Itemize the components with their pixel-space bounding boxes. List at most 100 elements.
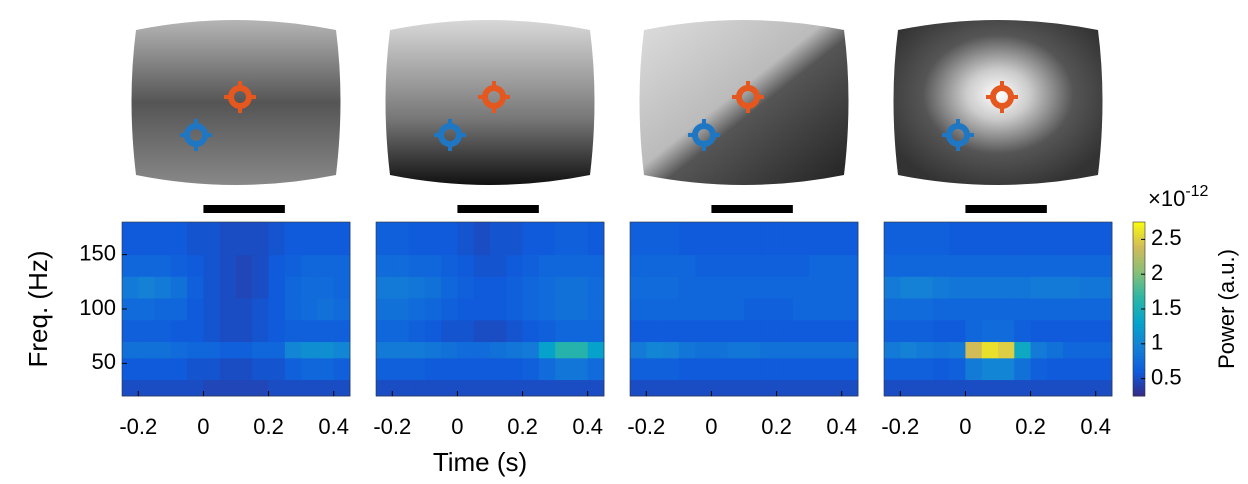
heatmap-cell [122, 254, 139, 277]
x-tick-label: -0.2 [627, 414, 665, 439]
heatmap-cell [1030, 222, 1048, 256]
heatmap-cell [170, 222, 188, 256]
heatmap-cell [998, 254, 1015, 277]
heatmap-cell [841, 379, 859, 397]
colorbar-step [1133, 274, 1145, 278]
heatmap-cell [154, 379, 172, 397]
heatmap-cell [522, 276, 540, 299]
colorbar-step [1133, 346, 1145, 351]
heatmap-cell [646, 379, 663, 397]
heatmap-cell [900, 276, 917, 299]
y-axis-label: Freq. (Hz) [23, 251, 53, 368]
heatmap-cell [376, 298, 393, 321]
colorbar-step [1133, 361, 1145, 365]
heatmap-cell [711, 254, 729, 277]
heatmap-cell [1046, 222, 1064, 256]
heatmap-cell [408, 222, 426, 256]
heatmap-cell [900, 222, 917, 256]
heatmap-cell [776, 357, 794, 381]
heatmap-cell [236, 276, 253, 299]
heatmap-cell [138, 298, 155, 321]
heatmap-cell [473, 357, 491, 381]
colorbar-step [1133, 393, 1145, 397]
heatmap-cell [630, 341, 647, 359]
heatmap-cell [727, 319, 745, 343]
heatmap-cell [678, 357, 696, 381]
heatmap-cell [884, 319, 901, 343]
heatmap-cell [1095, 298, 1113, 321]
heatmap-cell [776, 319, 794, 343]
heatmap-cell [555, 357, 572, 381]
heatmap-cell [646, 357, 663, 381]
heatmap-cell [965, 298, 983, 321]
heatmap-cell [884, 341, 901, 359]
stimulus-image [639, 20, 849, 185]
heatmap-cell [441, 298, 458, 321]
heatmap-cell [949, 222, 966, 256]
heatmap-cell [522, 341, 540, 359]
heatmap-cell [268, 379, 286, 397]
heatmap-cell [1030, 357, 1048, 381]
heatmap-cell [441, 357, 458, 381]
heatmap-cell [284, 298, 302, 321]
colorbar-step [1133, 268, 1145, 272]
heatmap-cell [457, 341, 475, 359]
heatmap-cell [284, 319, 302, 343]
heatmap-cell [187, 254, 204, 277]
heatmap-cell [424, 222, 442, 256]
heatmap-cell [776, 254, 794, 277]
heatmap-cell [630, 222, 647, 256]
heatmap-cell [555, 222, 572, 256]
heatmap-cell [825, 222, 843, 256]
heatmap-cell [1046, 254, 1064, 277]
heatmap-cell [154, 298, 172, 321]
heatmap-cell [630, 319, 647, 343]
heatmap-cell [571, 357, 589, 381]
heatmap-cell [408, 319, 426, 343]
stimulus-image [385, 20, 595, 185]
heatmap-cell [252, 298, 269, 321]
heatmap-cell [792, 379, 810, 397]
colorbar-step [1133, 280, 1145, 284]
heatmap-cell [376, 379, 393, 397]
heatmap-cell [187, 357, 204, 381]
colorbar-step [1133, 300, 1145, 304]
heatmap-cell [949, 298, 966, 321]
heatmap-cell [301, 298, 318, 321]
heatmap-cell [711, 319, 729, 343]
colorbar-step [1133, 259, 1145, 264]
heatmap-cell [1030, 341, 1048, 359]
heatmap-cell [1030, 298, 1048, 321]
colorbar-label: Power (a.u.) [1214, 249, 1239, 369]
heatmap-cell [457, 222, 475, 256]
heatmap-cell [932, 341, 950, 359]
heatmap-cell [744, 379, 761, 397]
heatmap-cell [522, 379, 540, 397]
x-tick-label: 0.2 [1015, 414, 1046, 439]
heatmap-cell [1063, 357, 1080, 381]
heatmap-cell [317, 319, 335, 343]
heatmap-cell [792, 222, 810, 256]
colorbar-step [1133, 317, 1145, 322]
heatmap-cell [1079, 276, 1097, 299]
colorbar-step [1133, 248, 1145, 252]
y-tick-label: 100 [79, 295, 116, 320]
heatmap-cell [825, 254, 843, 277]
heatmap-cell [825, 341, 843, 359]
colorbar-multiplier: ×10-12 [1148, 183, 1209, 211]
heatmap-cell [522, 357, 540, 381]
heatmap-cell [587, 254, 605, 277]
heatmap-cell [727, 298, 745, 321]
heatmap-cell [154, 357, 172, 381]
heatmap-cell [301, 222, 318, 256]
heatmap-cell [138, 341, 155, 359]
heatmap-cell [727, 379, 745, 397]
heatmap-cell [760, 222, 777, 256]
heatmap-cell [284, 276, 302, 299]
stimulus-bar [711, 205, 793, 213]
heatmap-cell [695, 379, 712, 397]
colorbar-step [1133, 378, 1145, 382]
heatmap-cell [203, 276, 221, 299]
colorbar-step [1133, 372, 1145, 377]
heatmap-cell [490, 357, 507, 381]
